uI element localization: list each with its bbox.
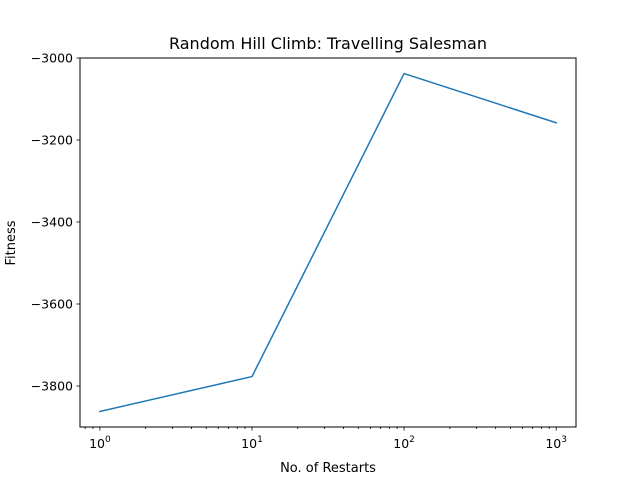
x-tick-base: 10 [545,436,561,451]
x-tick-base: 10 [89,436,105,451]
x-tick-label: 102 [393,435,415,451]
x-tick-base: 10 [241,436,257,451]
x-tick-label: 103 [545,435,567,451]
y-axis-label: Fitness [4,220,19,265]
x-tick-base: 10 [393,436,409,451]
y-tick-label: −3600 [31,297,73,312]
x-axis-label: No. of Restarts [280,461,376,476]
x-tick-label: 101 [241,435,263,451]
y-tick-label: −3400 [31,215,73,230]
y-tick-label: −3200 [31,133,73,148]
x-tick-exponent: 0 [105,435,111,445]
x-tick-exponent: 3 [561,435,567,445]
x-tick-label: 100 [89,435,111,451]
series-group [100,74,556,412]
y-tick-label: −3800 [31,379,73,394]
chart-title: Random Hill Climb: Travelling Salesman [169,34,487,53]
plot-frame [80,58,576,427]
y-tick-label: −3000 [31,51,73,66]
x-tick-exponent: 2 [409,435,415,445]
series-line-0 [100,74,556,412]
x-tick-exponent: 1 [257,435,263,445]
